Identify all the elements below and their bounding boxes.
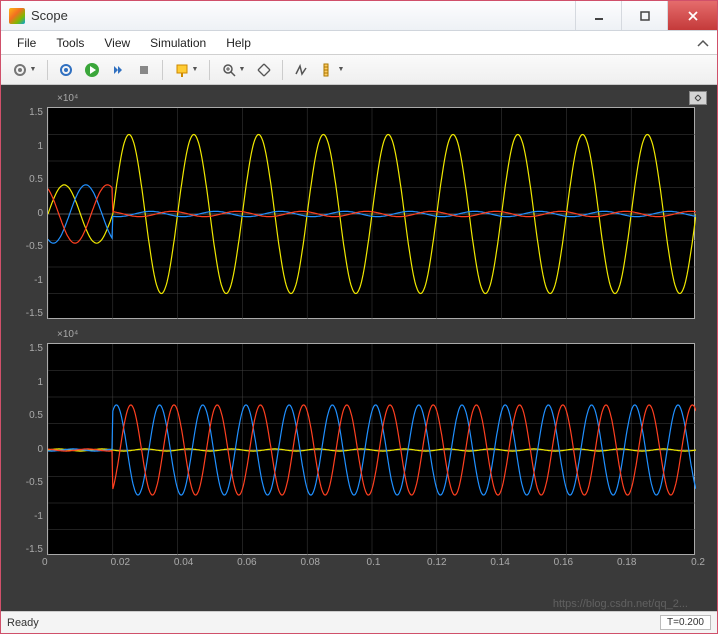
triggers-button[interactable]	[289, 58, 313, 82]
chevron-down-icon: ▼	[338, 66, 345, 73]
minimize-button[interactable]	[575, 1, 621, 30]
status-time: T=0.200	[660, 615, 711, 630]
zoom-button[interactable]: ▼	[216, 58, 250, 82]
gear-button[interactable]: ▼	[7, 58, 41, 82]
chevron-down-icon: ▼	[239, 66, 246, 73]
menu-help[interactable]: Help	[216, 33, 261, 53]
menu-tools[interactable]: Tools	[46, 33, 94, 53]
chevron-down-icon: ▼	[192, 66, 199, 73]
highlight-button[interactable]: ▼	[169, 58, 203, 82]
close-button[interactable]	[667, 1, 717, 30]
menu-file[interactable]: File	[7, 33, 46, 53]
shared-xticks: 00.020.040.060.080.10.120.140.160.180.2	[9, 555, 695, 571]
browse-button[interactable]	[54, 58, 78, 82]
measurements-button[interactable]: ▼	[315, 58, 349, 82]
autoscale-button[interactable]	[252, 58, 276, 82]
menu-simulation[interactable]: Simulation	[140, 33, 216, 53]
plot-area: ×10⁴ 1.510.50-0.5-1-1.5 ×10⁴ 1.510.50-0.…	[1, 85, 717, 611]
axes2-yticks: 1.510.50-0.5-1-1.5	[9, 343, 47, 555]
axes2-exponent: ×10⁴	[9, 329, 707, 343]
axes-container: ×10⁴ 1.510.50-0.5-1-1.5 ×10⁴ 1.510.50-0.…	[9, 93, 707, 605]
stop-button[interactable]	[132, 58, 156, 82]
window-controls	[575, 1, 717, 30]
menubar: File Tools View Simulation Help	[1, 31, 717, 55]
menu-view[interactable]: View	[94, 33, 140, 53]
window-title: Scope	[31, 8, 575, 23]
separator	[209, 60, 210, 80]
separator	[162, 60, 163, 80]
status-text: Ready	[7, 617, 39, 629]
axes-1: 1.510.50-0.5-1-1.5	[9, 107, 707, 319]
axes1-exponent: ×10⁴	[9, 93, 707, 107]
axes2-canvas[interactable]	[47, 343, 695, 555]
separator	[282, 60, 283, 80]
matlab-icon	[9, 8, 25, 24]
axes1-canvas[interactable]	[47, 107, 695, 319]
run-button[interactable]	[80, 58, 104, 82]
expand-legend-button[interactable]	[689, 91, 707, 105]
separator	[47, 60, 48, 80]
titlebar: Scope	[1, 1, 717, 31]
toolbar: ▼ ▼ ▼ ▼	[1, 55, 717, 85]
scope-window: Scope File Tools View Simulation Help ▼ …	[0, 0, 718, 634]
step-button[interactable]	[106, 58, 130, 82]
axes1-yticks: 1.510.50-0.5-1-1.5	[9, 107, 47, 319]
axes-2: 1.510.50-0.5-1-1.5	[9, 343, 707, 555]
statusbar: Ready T=0.200	[1, 611, 717, 633]
chevron-down-icon: ▼	[30, 66, 37, 73]
maximize-button[interactable]	[621, 1, 667, 30]
dock-icon[interactable]	[695, 35, 711, 51]
